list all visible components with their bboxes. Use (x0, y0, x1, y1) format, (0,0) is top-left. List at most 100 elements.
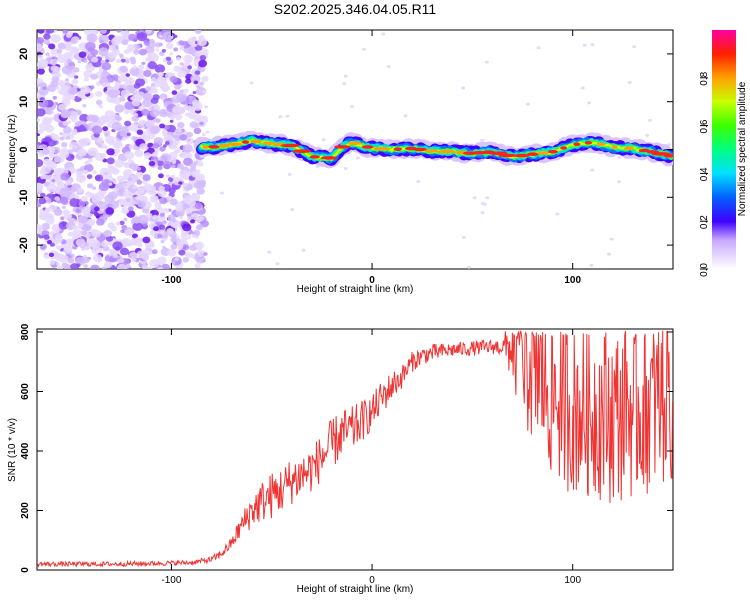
noise-blob (105, 207, 115, 215)
noise-blob (152, 214, 159, 220)
noise-blob (132, 216, 141, 224)
noise-blob (107, 222, 115, 229)
x-tick-label: 100 (564, 275, 581, 286)
noise-blob (162, 207, 169, 214)
noise-blob (119, 65, 128, 73)
noise-blob (59, 136, 64, 141)
noise-blob (43, 33, 51, 40)
noise-blob (84, 41, 96, 51)
figure-title: S202.2025.346.04.05.R11 (274, 1, 437, 17)
noise-blob (37, 128, 44, 135)
noise-blob (169, 119, 174, 123)
noise-blob (135, 195, 141, 201)
noise-blob (193, 127, 202, 134)
noise-blob (49, 242, 55, 247)
noise-blob (76, 263, 81, 268)
noise-blob (199, 55, 207, 61)
noise-blob (119, 258, 125, 263)
noise-blob (194, 70, 201, 75)
noise-blob (193, 80, 198, 85)
noise-blob (49, 58, 58, 66)
noise-speck (632, 45, 637, 49)
noise-blob (159, 51, 165, 57)
noise-blob (86, 33, 98, 43)
noise-blob (37, 142, 41, 146)
noise-blob (37, 224, 44, 233)
y-tick-label: 200 (20, 502, 31, 519)
noise-blob (141, 61, 146, 65)
noise-blob (167, 61, 172, 66)
noise-blob (49, 259, 56, 265)
noise-blob (66, 58, 72, 64)
noise-blob (158, 185, 165, 191)
noise-blob (42, 217, 47, 221)
noise-blob (182, 144, 193, 153)
noise-blob (101, 170, 113, 179)
noise-blob (80, 85, 91, 95)
noise-blob (37, 108, 46, 117)
noise-blob (139, 143, 148, 150)
noise-blob (114, 159, 125, 168)
noise-blob (67, 120, 72, 124)
noise-blob (121, 136, 127, 141)
noise-speck (480, 138, 485, 142)
noise-blob (94, 191, 105, 201)
noise-blob (98, 34, 109, 44)
noise-speck (361, 47, 366, 51)
noise-blob (197, 38, 208, 47)
noise-blob (59, 150, 70, 159)
spectrogram-y-ticks: 20 10 0 -10 -20 (18, 48, 673, 253)
noise-blob (44, 252, 48, 256)
noise-blob (90, 264, 100, 269)
noise-blob (50, 34, 61, 43)
noise-blob (37, 118, 41, 122)
noise-blob (66, 238, 73, 244)
noise-blob (58, 103, 67, 111)
noise-blob (136, 129, 144, 135)
noise-blob (151, 249, 158, 255)
noise-blob (136, 136, 141, 140)
noise-blob (76, 124, 86, 132)
noise-blob (187, 48, 195, 55)
noise-blob (38, 99, 49, 108)
noise-blob (60, 216, 65, 220)
noise-blob (183, 54, 194, 64)
noise-blob (193, 114, 202, 122)
noise-blob (165, 174, 171, 178)
noise-blob (189, 163, 197, 169)
noise-speck (202, 90, 207, 94)
noise-blob (95, 90, 103, 97)
noise-blob (185, 78, 192, 84)
noise-speck (607, 252, 612, 256)
noise-blob (142, 180, 148, 185)
noise-blob (160, 240, 165, 244)
noise-blob (125, 171, 130, 176)
spectrogram-x-label: Height of straight line (km) (297, 284, 414, 295)
noise-blob (45, 136, 52, 142)
noise-blob (161, 131, 168, 136)
noise-blob (41, 148, 50, 155)
noise-blob (183, 157, 193, 166)
noise-blob (87, 147, 99, 157)
noise-blob (168, 187, 176, 194)
noise-blob (141, 264, 148, 269)
noise-speck (201, 133, 206, 137)
noise-speck (355, 156, 360, 160)
noise-blob (123, 190, 132, 199)
noise-blob (114, 115, 120, 120)
noise-blob (112, 180, 117, 184)
noise-blob (142, 92, 152, 101)
noise-blob (174, 84, 181, 90)
noise-blob (38, 58, 49, 68)
noise-blob (115, 58, 122, 64)
noise-blob (107, 138, 116, 146)
noise-blob (38, 53, 43, 58)
noise-speck (386, 65, 391, 69)
noise-blob (176, 121, 185, 129)
noise-blob (175, 136, 181, 141)
noise-blob (173, 65, 182, 72)
noise-blob (179, 62, 184, 66)
noise-blob (127, 206, 134, 212)
